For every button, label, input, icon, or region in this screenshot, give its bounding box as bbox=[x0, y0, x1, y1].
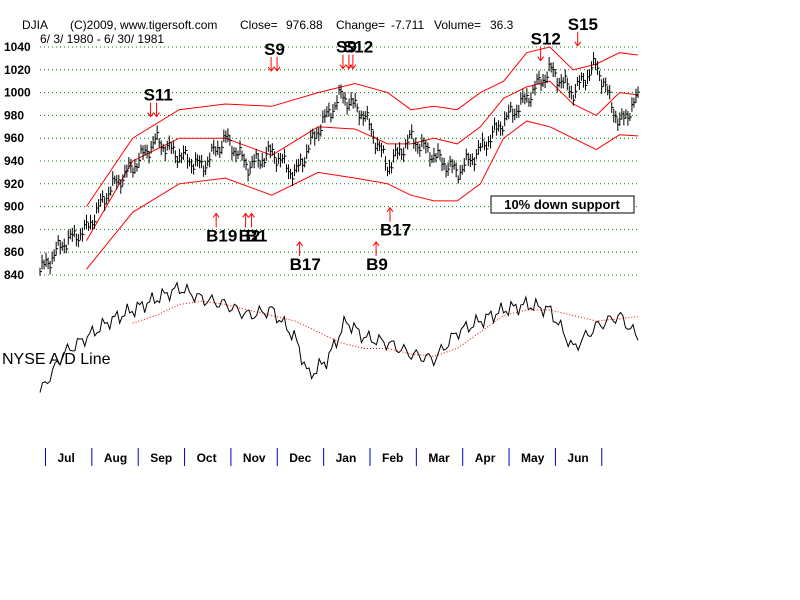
signal-label: B19 bbox=[206, 226, 237, 245]
y-tick-label: 920 bbox=[4, 177, 24, 191]
header-volume-value: 36.3 bbox=[490, 18, 514, 32]
header-change-label: Change= bbox=[336, 18, 385, 32]
sell-arrow-head bbox=[267, 66, 275, 72]
header-close-label: Close= bbox=[240, 18, 278, 32]
header-volume-label: Volume= bbox=[434, 18, 481, 32]
price-bands bbox=[85, 46, 639, 270]
support-box-label: 10% down support bbox=[504, 197, 620, 212]
signal-label: S15 bbox=[568, 15, 598, 34]
y-tick-label: 960 bbox=[4, 131, 24, 145]
price-axis-ticks: 840 860 880 900 920 940 960 980 1000 1020 1040 bbox=[4, 40, 31, 282]
header-close-value: 976.88 bbox=[286, 18, 323, 32]
buy-arrow-head bbox=[248, 212, 256, 218]
signal-label: B9 bbox=[366, 255, 388, 274]
buy-arrow-head bbox=[386, 206, 394, 213]
y-tick-label: 980 bbox=[4, 108, 24, 122]
sell-arrow-head bbox=[349, 64, 357, 70]
ad-line-label: NYSE A/D Line bbox=[2, 351, 111, 368]
signal-label: S9 bbox=[336, 38, 357, 57]
y-tick-label: 1040 bbox=[4, 40, 31, 54]
middle-band bbox=[85, 80, 639, 242]
sell-arrow-head bbox=[537, 56, 545, 62]
ad-moving-average bbox=[132, 300, 639, 357]
signal-label: B1 bbox=[246, 226, 268, 245]
y-tick-label: 880 bbox=[4, 222, 24, 236]
signal-label: S11 bbox=[144, 86, 173, 105]
signal-label: B2 bbox=[239, 226, 261, 245]
header: DJIA (C)2009, www.tigersoft.com Close= 9… bbox=[22, 18, 514, 46]
y-tick-label: 900 bbox=[4, 200, 24, 214]
sell-arrow-head bbox=[339, 64, 347, 70]
month-label: Dec bbox=[289, 451, 311, 465]
buy-arrow-head bbox=[372, 241, 380, 247]
lower-band bbox=[86, 120, 639, 270]
sell-arrow-head bbox=[147, 112, 154, 118]
header-change-value: -7.711 bbox=[391, 18, 424, 32]
buy-arrow-head bbox=[296, 241, 303, 247]
month-label: Apr bbox=[475, 451, 496, 465]
month-label: Mar bbox=[428, 451, 450, 465]
month-label: Sep bbox=[150, 451, 172, 465]
sell-arrow-head bbox=[574, 41, 582, 47]
header-copyright: (C)2009, www.tigersoft.com bbox=[70, 18, 217, 32]
y-tick-label: 860 bbox=[4, 245, 24, 259]
ad-line-panel bbox=[39, 281, 639, 393]
sell-arrow-head bbox=[273, 66, 281, 72]
month-label: May bbox=[521, 451, 545, 465]
month-label: Jun bbox=[567, 451, 588, 465]
support-box: 10% down support bbox=[490, 195, 635, 214]
signal-label: B17 bbox=[290, 255, 321, 274]
sell-arrow-head bbox=[153, 112, 160, 118]
month-label: Nov bbox=[243, 451, 266, 465]
buy-arrow-head bbox=[242, 212, 250, 218]
upper-band bbox=[85, 46, 639, 207]
month-label: Jul bbox=[57, 451, 74, 465]
month-label: Aug bbox=[104, 451, 127, 465]
month-label: Oct bbox=[197, 451, 217, 465]
header-date-range: 6/ 3/ 1980 - 6/ 30/ 1981 bbox=[40, 32, 164, 46]
month-label: Feb bbox=[382, 451, 403, 465]
signal-label: B17 bbox=[380, 221, 411, 240]
buy-arrow-head bbox=[212, 212, 220, 218]
ad-line bbox=[39, 281, 639, 393]
month-label: Jan bbox=[336, 451, 357, 465]
signal-label: S12 bbox=[343, 38, 373, 57]
y-tick-label: 1020 bbox=[4, 63, 31, 77]
support-box-frame bbox=[490, 195, 635, 214]
y-tick-label: 940 bbox=[4, 154, 24, 168]
y-tick-label: 840 bbox=[4, 268, 24, 282]
signal-label: S9 bbox=[264, 40, 285, 59]
month-axis: Jul Aug Sep Oct Nov Dec Jan Feb Mar Apr May Jun bbox=[44, 448, 603, 466]
header-symbol: DJIA bbox=[22, 18, 48, 32]
signal-label: S12 bbox=[531, 30, 561, 49]
y-tick-label: 1000 bbox=[4, 86, 31, 100]
price-bars bbox=[39, 51, 640, 276]
